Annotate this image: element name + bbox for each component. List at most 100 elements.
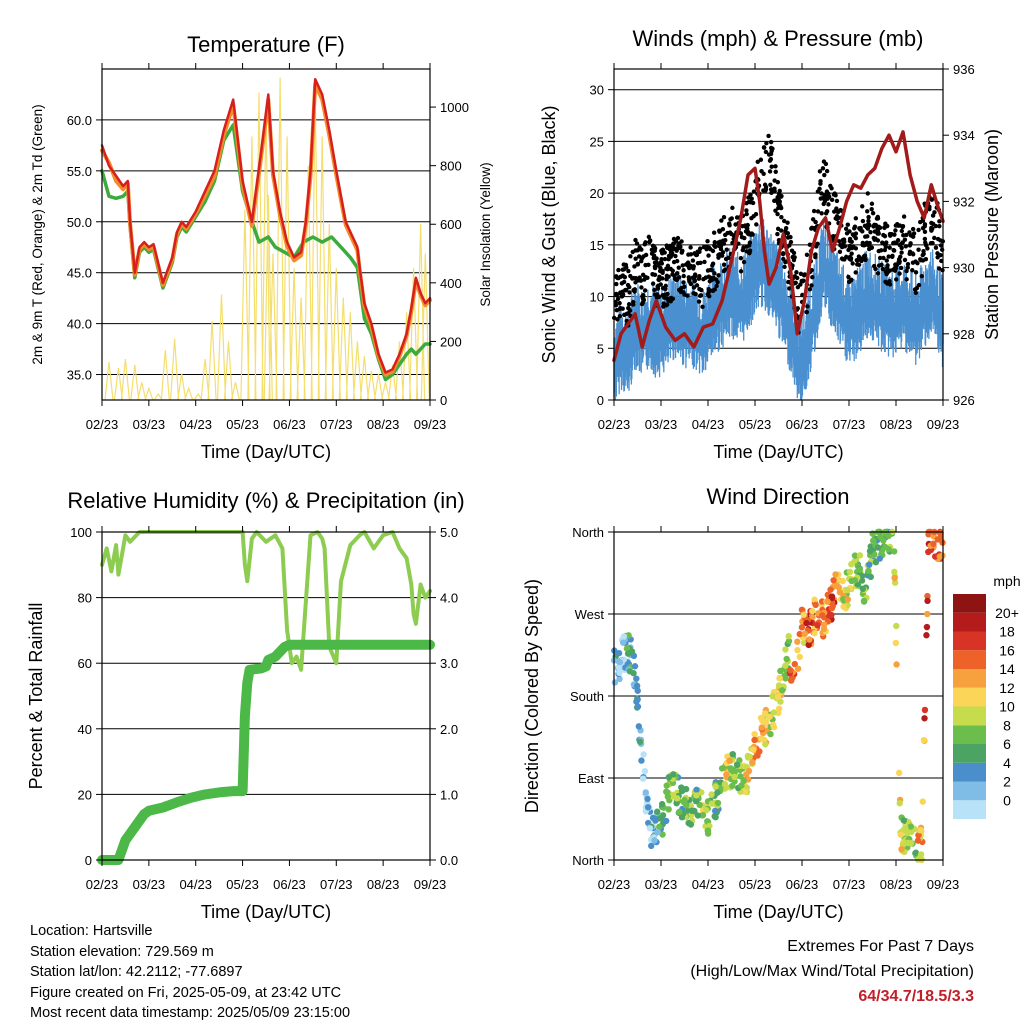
gust-point bbox=[920, 252, 925, 258]
x-tick-label: 06/23 bbox=[273, 877, 306, 892]
gust-point bbox=[670, 272, 675, 277]
colorbar-swatch bbox=[953, 631, 986, 651]
gust-point bbox=[632, 287, 638, 292]
gust-point bbox=[652, 260, 658, 265]
gust-point bbox=[744, 208, 749, 213]
gust-point bbox=[776, 205, 781, 211]
gust-point bbox=[614, 292, 619, 298]
direction-point bbox=[794, 665, 802, 672]
y-tick-label: 25 bbox=[590, 134, 604, 149]
y-tick-label: 60.0 bbox=[67, 113, 92, 128]
gust-point bbox=[804, 252, 810, 257]
y-tick-label: South bbox=[570, 689, 604, 704]
gust-point bbox=[753, 211, 759, 217]
gust-point bbox=[639, 301, 645, 307]
gust-point bbox=[860, 240, 865, 246]
gust-point bbox=[898, 265, 904, 271]
direction-point bbox=[658, 800, 666, 808]
gust-point bbox=[810, 275, 815, 280]
gust-point bbox=[720, 250, 726, 255]
y2-axis-label: Station Pressure (Maroon) bbox=[982, 129, 1002, 340]
x-tick-label: 07/23 bbox=[833, 877, 866, 892]
direction-point bbox=[774, 693, 782, 701]
direction-point bbox=[814, 622, 821, 629]
gust-point bbox=[937, 219, 942, 224]
direction-point bbox=[673, 795, 681, 802]
gust-point bbox=[628, 254, 633, 259]
gust-point bbox=[930, 213, 936, 218]
gust-point bbox=[686, 275, 691, 280]
extremes-values: 64/34.7/18.5/3.3 bbox=[858, 988, 974, 1005]
direction-point bbox=[856, 552, 864, 559]
gust-point bbox=[614, 274, 619, 279]
gust-point bbox=[846, 247, 851, 253]
gust-point bbox=[637, 245, 642, 250]
gust-point bbox=[638, 278, 644, 283]
gust-point bbox=[910, 268, 915, 273]
y-tick-label: North bbox=[572, 853, 604, 868]
y-tick-label: 15 bbox=[590, 238, 604, 253]
direction-point bbox=[917, 851, 925, 858]
gust-point bbox=[939, 247, 945, 252]
direction-point bbox=[731, 773, 738, 781]
colorbar-label: 2 bbox=[1003, 774, 1011, 790]
gust-point bbox=[633, 237, 638, 243]
x-tick-label: 06/23 bbox=[786, 877, 819, 892]
gust-point bbox=[686, 252, 691, 257]
gust-point bbox=[746, 230, 751, 235]
gust-point bbox=[642, 242, 647, 247]
gust-point bbox=[628, 273, 633, 279]
gust-point bbox=[770, 146, 775, 151]
gust-point bbox=[916, 282, 922, 288]
direction-point bbox=[729, 782, 736, 790]
gust-point bbox=[870, 211, 876, 216]
gust-point bbox=[776, 197, 781, 203]
direction-point bbox=[687, 821, 695, 828]
direction-point bbox=[721, 780, 729, 788]
gust-point bbox=[667, 243, 673, 249]
gust-point bbox=[710, 288, 715, 293]
gust-point bbox=[833, 193, 838, 198]
gust-point bbox=[640, 272, 646, 277]
extremes-subtitle: (High/Low/Max Wind/Total Precipitation) bbox=[690, 963, 974, 980]
elevation-text: Station elevation: 729.569 m bbox=[30, 943, 214, 960]
gust-point bbox=[652, 287, 657, 293]
y-tick-label: 40 bbox=[78, 722, 92, 737]
gust-point bbox=[734, 215, 740, 220]
gust-point bbox=[717, 243, 722, 249]
direction-point bbox=[832, 571, 839, 578]
gust-point bbox=[740, 223, 745, 229]
x-tick-label: 07/23 bbox=[320, 877, 353, 892]
direction-point bbox=[683, 802, 690, 809]
gust-point bbox=[706, 274, 712, 279]
direction-point bbox=[809, 613, 816, 621]
y-tick-label: 0 bbox=[597, 393, 604, 408]
gust-point bbox=[632, 264, 637, 269]
gust-point bbox=[912, 287, 918, 292]
direction-point bbox=[616, 669, 623, 677]
gust-point bbox=[755, 159, 760, 165]
colorbar-swatch bbox=[953, 650, 986, 669]
gust-point bbox=[834, 198, 840, 204]
gust-point bbox=[641, 254, 646, 259]
gust-point bbox=[668, 299, 673, 304]
direction-point bbox=[798, 606, 806, 614]
gust-point bbox=[768, 139, 774, 145]
gust-point bbox=[881, 255, 886, 261]
gust-point bbox=[727, 221, 732, 226]
gust-point bbox=[649, 247, 655, 253]
direction-point bbox=[915, 831, 922, 839]
gust-point bbox=[659, 248, 664, 253]
gust-point bbox=[688, 245, 693, 250]
gust-point bbox=[655, 284, 660, 289]
gust-point bbox=[708, 246, 713, 252]
gust-point bbox=[662, 256, 668, 262]
direction-point bbox=[659, 831, 666, 838]
gust-point bbox=[763, 149, 769, 155]
direction-point bbox=[785, 633, 792, 640]
gust-point bbox=[691, 285, 697, 290]
direction-point bbox=[828, 604, 836, 612]
direction-point bbox=[902, 825, 909, 832]
y-tick-label: 20 bbox=[590, 186, 604, 201]
gust-point bbox=[817, 186, 822, 192]
